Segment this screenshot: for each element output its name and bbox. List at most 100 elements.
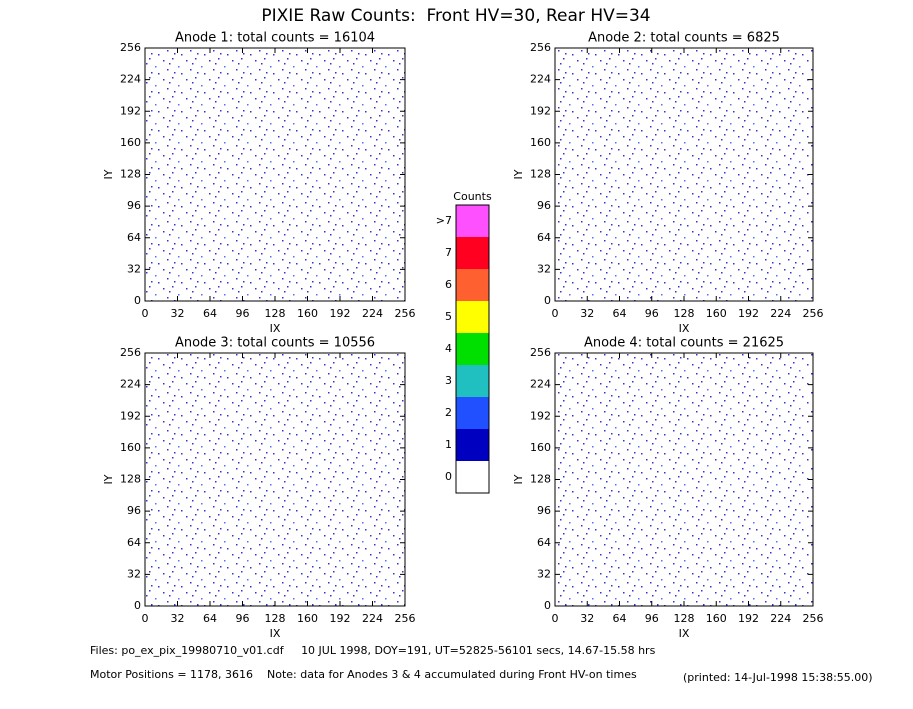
y-tick-label: 224 [120, 378, 141, 391]
y-tick-label: 64 [127, 536, 141, 549]
colorbar-label: 5 [445, 310, 452, 323]
x-tick-label: 160 [706, 307, 727, 320]
colorbar-label: 6 [445, 278, 452, 291]
y-axis-label: IY [102, 474, 115, 484]
x-tick-label: 64 [203, 307, 217, 320]
pixel-texture [555, 48, 813, 301]
x-tick-label: 96 [645, 307, 659, 320]
y-tick-label: 128 [120, 473, 141, 486]
y-tick-label: 192 [120, 409, 141, 422]
x-tick-label: 32 [171, 307, 185, 320]
x-tick-label: 224 [362, 612, 383, 625]
y-tick-label: 160 [120, 136, 141, 149]
colorbar-title: Counts [453, 190, 492, 203]
x-axis-label: IX [270, 627, 281, 640]
x-tick-label: 96 [236, 612, 250, 625]
y-tick-label: 0 [544, 294, 551, 307]
x-tick-label: 192 [738, 612, 759, 625]
y-tick-label: 32 [127, 262, 141, 275]
y-tick-label: 256 [530, 41, 551, 54]
colorbar-frame [455, 204, 490, 494]
y-tick-label: 64 [537, 536, 551, 549]
x-axis-label: IX [270, 322, 281, 335]
x-tick-label: 64 [613, 612, 627, 625]
y-tick-label: 160 [530, 136, 551, 149]
x-tick-label: 224 [362, 307, 383, 320]
y-tick-label: 192 [530, 104, 551, 117]
footer-motor: Motor Positions = 1178, 3616 Note: data … [90, 668, 637, 681]
pixel-texture [555, 353, 813, 606]
y-tick-label: 0 [134, 294, 141, 307]
plot-title: Anode 4: total counts = 21625 [584, 336, 784, 351]
x-tick-label: 256 [803, 307, 824, 320]
color-swatch [456, 365, 489, 397]
x-tick-label: 64 [613, 307, 627, 320]
pixel-texture [145, 353, 405, 606]
x-tick-label: 160 [297, 612, 318, 625]
y-tick-label: 192 [120, 104, 141, 117]
x-tick-label: 32 [580, 612, 594, 625]
colorbar-label: >7 [436, 214, 452, 227]
colorbar-label: 0 [445, 470, 452, 483]
y-tick-label: 64 [537, 231, 551, 244]
color-swatch [456, 429, 489, 461]
x-tick-label: 192 [738, 307, 759, 320]
x-tick-label: 128 [265, 307, 286, 320]
color-swatch [456, 397, 489, 429]
x-tick-label: 128 [674, 612, 695, 625]
colorbar-label: 7 [445, 246, 452, 259]
colorbar-label: 4 [445, 342, 452, 355]
page-title: PIXIE Raw Counts: Front HV=30, Rear HV=3… [261, 6, 650, 26]
y-tick-label: 32 [537, 262, 551, 275]
y-tick-label: 256 [120, 346, 141, 359]
plot-title: Anode 2: total counts = 6825 [588, 31, 780, 46]
y-tick-label: 0 [134, 599, 141, 612]
y-tick-label: 224 [530, 378, 551, 391]
y-tick-label: 32 [127, 567, 141, 580]
color-swatch [456, 205, 489, 237]
y-tick-label: 96 [537, 199, 551, 212]
y-tick-label: 0 [544, 599, 551, 612]
y-tick-label: 96 [127, 504, 141, 517]
color-swatch [456, 333, 489, 365]
colorbar-label: 1 [445, 438, 452, 451]
x-tick-label: 256 [803, 612, 824, 625]
x-tick-label: 160 [706, 612, 727, 625]
color-swatch [456, 461, 489, 493]
y-tick-label: 160 [530, 441, 551, 454]
y-tick-label: 96 [127, 199, 141, 212]
pixel-texture [145, 48, 405, 301]
x-tick-label: 128 [265, 612, 286, 625]
y-tick-label: 224 [120, 73, 141, 86]
y-tick-label: 32 [537, 567, 551, 580]
x-tick-label: 160 [297, 307, 318, 320]
y-tick-label: 128 [120, 168, 141, 181]
y-tick-label: 96 [537, 504, 551, 517]
y-tick-label: 64 [127, 231, 141, 244]
colorbar-label: 3 [445, 374, 452, 387]
x-tick-label: 96 [645, 612, 659, 625]
y-axis-label: IY [102, 169, 115, 179]
x-tick-label: 256 [395, 612, 416, 625]
x-tick-label: 0 [552, 612, 559, 625]
x-tick-label: 0 [142, 307, 149, 320]
y-axis-label: IY [512, 169, 525, 179]
x-tick-label: 0 [552, 307, 559, 320]
y-tick-label: 128 [530, 168, 551, 181]
x-tick-label: 224 [770, 612, 791, 625]
y-tick-label: 128 [530, 473, 551, 486]
plot-title: Anode 1: total counts = 16104 [175, 31, 375, 46]
y-tick-label: 224 [530, 73, 551, 86]
x-tick-label: 32 [171, 612, 185, 625]
x-tick-label: 64 [203, 612, 217, 625]
x-tick-label: 96 [236, 307, 250, 320]
y-tick-label: 160 [120, 441, 141, 454]
y-axis-label: IY [512, 474, 525, 484]
x-tick-label: 224 [770, 307, 791, 320]
colorbar-label: 2 [445, 406, 452, 419]
x-tick-label: 32 [580, 307, 594, 320]
color-swatch [456, 237, 489, 269]
x-axis-label: IX [679, 627, 690, 640]
plot-title: Anode 3: total counts = 10556 [175, 336, 375, 351]
